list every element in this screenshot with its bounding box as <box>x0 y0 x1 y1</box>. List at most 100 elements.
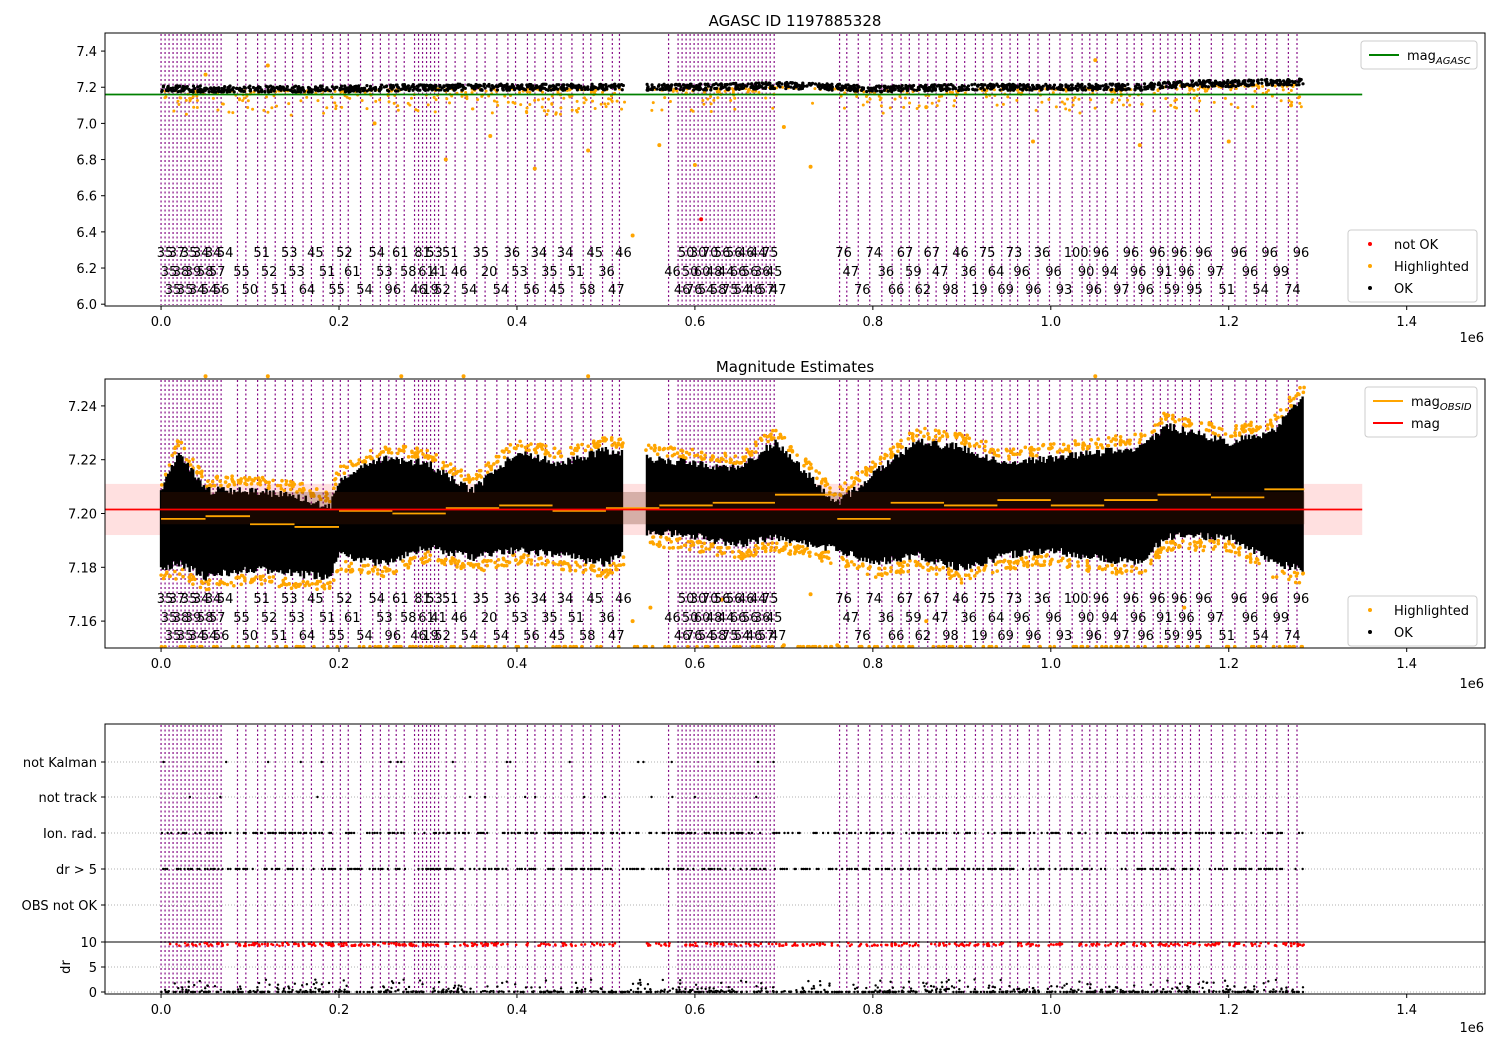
panel-agasc-highlighted-point <box>1111 98 1115 102</box>
panel-agasc-highlighted-outlier <box>532 166 537 171</box>
panel-agasc-ok-point <box>801 82 805 86</box>
panel-agasc-ok-point <box>562 86 566 90</box>
panel-agasc-ok-point <box>645 87 650 92</box>
panel-agasc-ok-point <box>1148 84 1152 89</box>
panel-magnitude-highlighted-point <box>739 553 744 557</box>
panel-magnitude-highlighted-point <box>368 448 373 453</box>
panel-magnitude-highlighted-point <box>1181 539 1185 543</box>
panel-agasc-highlighted-point <box>879 104 883 108</box>
panel-agasc-ok-point <box>848 88 852 93</box>
panel-magnitude-highlighted-point <box>1036 447 1040 451</box>
panel-magnitude-highlighted-point <box>200 474 204 479</box>
panel-magnitude-highlighted-point <box>268 579 272 584</box>
panel-magnitude-highlighted-point <box>977 444 982 449</box>
panel-agasc-ok-point <box>448 86 452 90</box>
panel-magnitude-highlighted-point <box>501 556 506 561</box>
panel-agasc-highlighted-point <box>246 106 250 110</box>
panel-agasc-ok-point <box>1094 85 1098 89</box>
panel-agasc-highlighted-point <box>365 107 369 111</box>
panel-agasc-ok-point <box>447 83 452 88</box>
panel-agasc-ok-point <box>1199 81 1203 85</box>
panel-magnitude-y-tick-label: 7.22 <box>68 454 97 469</box>
panel-agasc-highlighted-point <box>211 96 215 100</box>
panel-agasc-x-scale: 1e6 <box>1459 331 1484 346</box>
panel-agasc-ok-point <box>1008 88 1012 92</box>
panel-agasc-ok-point <box>179 89 183 93</box>
panel-agasc-ok-point <box>343 84 347 88</box>
panel-magnitude-highlighted-point <box>281 581 286 585</box>
panel-agasc-ok-point <box>191 88 195 92</box>
panel-magnitude-highlighted-point <box>1178 544 1182 549</box>
panel-magnitude-highlighted-point <box>1229 434 1233 439</box>
panel-agasc-ok-point <box>830 86 834 90</box>
panel-agasc-obsid-label: 36 <box>960 265 977 280</box>
panel-agasc-highlighted-point <box>1006 95 1010 99</box>
panel-agasc-highlighted-point <box>334 107 338 111</box>
panel-magnitude-highlighted-point <box>227 483 232 487</box>
panel-magnitude-highlighted-point <box>730 550 735 554</box>
panel-agasc-ok-point <box>267 90 271 94</box>
panel-agasc-ok-point <box>1256 81 1261 85</box>
panel-agasc-highlighted-point <box>709 109 713 113</box>
panel-agasc-ok-point <box>473 87 477 91</box>
panel-magnitude-highlighted-point <box>911 438 916 443</box>
panel-agasc-highlighted-point <box>1164 97 1168 101</box>
panel-magnitude-highlighted-point <box>592 569 597 573</box>
panel-magnitude-highlighted-point <box>537 556 541 561</box>
panel-agasc-highlighted-point <box>903 96 907 100</box>
panel-agasc-ok-point <box>442 84 446 89</box>
panel-magnitude-highlighted-point <box>1166 413 1171 418</box>
panel-magnitude-highlighted-point <box>1023 445 1028 450</box>
panel-magnitude-highlighted-point <box>583 448 588 453</box>
panel-magnitude-highlighted-point <box>1255 558 1260 562</box>
panel-magnitude-highlighted-point <box>669 446 674 450</box>
panel-magnitude-highlighted-point <box>507 560 512 565</box>
panel-magnitude-highlighted-point <box>556 451 561 455</box>
panel-magnitude-highlighted-point <box>1244 424 1248 428</box>
panel-agasc-ok-point <box>723 85 727 89</box>
panel-agasc-highlighted-point <box>348 96 352 100</box>
panel-agasc-ok-point <box>823 87 827 91</box>
panel-magnitude-highlighted-point <box>181 574 185 579</box>
panel-agasc-obsid-label: 54 <box>493 283 510 298</box>
panel-magnitude-highlighted-point <box>520 555 524 560</box>
panel-magnitude-highlighted-point <box>535 562 540 567</box>
panel-magnitude-highlighted-point <box>1041 443 1045 448</box>
panel-agasc-ok-point <box>1173 84 1177 88</box>
panel-magnitude-highlighted-point <box>229 580 234 585</box>
panel-agasc-highlighted-point <box>603 102 607 106</box>
panel-agasc-obsid-label: 45 <box>766 265 783 280</box>
panel-magnitude-highlighted-point <box>826 550 831 554</box>
panel-agasc-obsid-label: 46 <box>952 246 969 261</box>
panel-agasc-ok-point <box>709 88 713 92</box>
panel-magnitude-highlighted-point <box>313 582 318 586</box>
panel-magnitude-highlighted-point <box>1022 563 1026 568</box>
panel-agasc-highlighted-point <box>1298 101 1302 105</box>
panel-agasc-obsid-label: 58 <box>579 283 596 298</box>
panel-agasc-highlighted-point <box>495 100 499 104</box>
panel-magnitude-highlighted-point <box>1177 418 1182 422</box>
panel-agasc-x-tick-label: 0.0 <box>151 315 172 330</box>
panel-magnitude-highlighted-point <box>559 454 564 458</box>
panel-agasc-ok-point <box>1092 85 1096 89</box>
panel-magnitude-highlighted-point <box>653 446 658 450</box>
panel-agasc-highlighted-outlier <box>1137 143 1142 148</box>
panel-agasc-ok-point <box>320 88 325 92</box>
panel-magnitude-highlighted-point <box>1105 564 1110 568</box>
panel-magnitude-highlighted-point <box>991 447 995 452</box>
panel-agasc-ok-point <box>957 85 961 90</box>
panel-magnitude-highlighted-point <box>1048 562 1052 566</box>
panel-agasc-highlighted-point <box>525 111 529 115</box>
panel-agasc-ok-point <box>334 85 338 89</box>
panel-magnitude-highlighted-point <box>392 571 396 576</box>
panel-magnitude-highlighted-point <box>949 569 954 573</box>
panel-agasc-ok-point <box>1168 83 1173 88</box>
panel-magnitude-highlighted-point <box>344 465 349 470</box>
panel-magnitude-highlighted-point <box>610 443 615 448</box>
panel-agasc-highlighted-point <box>470 91 474 95</box>
panel-agasc-highlighted-point <box>378 98 382 102</box>
panel-agasc-ok-point <box>232 90 236 94</box>
panel-agasc-x-tick-label: 1.0 <box>1040 315 1061 330</box>
panel-magnitude-highlighted-point <box>889 569 893 574</box>
panel-agasc-highlighted-point <box>855 94 859 98</box>
